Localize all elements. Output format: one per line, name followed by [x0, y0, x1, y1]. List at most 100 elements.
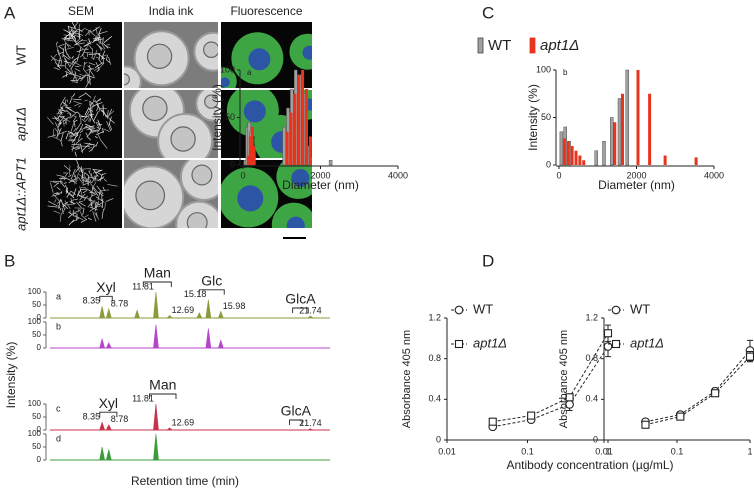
peak-label: 15.18 [184, 289, 207, 299]
fiber [95, 141, 99, 147]
subplot-label: b [563, 68, 568, 77]
fiber [95, 121, 100, 129]
bar [297, 74, 301, 165]
fiber [76, 48, 84, 53]
nucleus [221, 77, 230, 88]
bar [625, 69, 629, 166]
fiber [68, 25, 71, 37]
fiber [73, 127, 77, 132]
y-tick-label: 100 [28, 317, 42, 326]
fiber [57, 122, 62, 128]
fiber [76, 127, 82, 136]
fiber [50, 53, 58, 62]
x-tick-label: 0.1 [671, 446, 684, 456]
y-tick-label: 50 [32, 442, 41, 451]
marker [488, 417, 497, 426]
y-tick-label: 50 [32, 300, 41, 309]
fiber [52, 193, 61, 203]
peak-label: 12.69 [172, 305, 195, 315]
fiber [62, 119, 65, 127]
fiber [72, 134, 78, 143]
legend-label: apt1Δ [540, 37, 579, 54]
fiber [89, 113, 96, 124]
bracket [149, 393, 177, 399]
peak [196, 312, 203, 319]
fiber [101, 198, 104, 209]
y-axis-label: Absorbance 405 nm [401, 330, 413, 428]
fiber [84, 116, 90, 123]
fiber [60, 140, 63, 147]
fiber [79, 186, 83, 197]
fiber [106, 46, 111, 48]
fiber [78, 93, 86, 98]
fiber [86, 143, 92, 147]
peak [134, 309, 141, 319]
bar [574, 150, 578, 165]
nucleus [291, 169, 310, 187]
fiber [75, 65, 80, 68]
fiber [77, 134, 82, 141]
fiber [102, 109, 107, 118]
peak [307, 428, 314, 431]
fiber [106, 110, 115, 118]
fiber [58, 204, 62, 211]
bar [694, 157, 698, 165]
column-header: Fluorescence [230, 4, 302, 18]
fiber [96, 69, 100, 73]
bracket [99, 411, 118, 418]
fiber [97, 190, 101, 201]
fiber [97, 27, 102, 37]
peak-label: 21.74 [299, 305, 322, 315]
y-tick-label: 0 [546, 159, 551, 169]
fiber [92, 186, 99, 196]
fiber [84, 29, 92, 37]
micrograph [40, 90, 122, 158]
legend-label: apt1Δ [630, 335, 664, 350]
fiber [84, 99, 88, 102]
fiber [64, 46, 68, 56]
y-tick-label: 0 [37, 425, 42, 434]
fiber [76, 201, 82, 208]
fiber [70, 200, 75, 205]
fiber [83, 27, 89, 31]
fiber [70, 96, 73, 100]
trace-label: a [56, 291, 61, 301]
fiber [88, 62, 96, 66]
y-tick-label: 0 [230, 159, 235, 169]
fiber [78, 32, 80, 40]
nucleus [286, 216, 305, 228]
bar [617, 98, 622, 166]
fiber [56, 44, 60, 54]
y-tick-label: 0.4 [585, 394, 598, 404]
fiber [56, 111, 64, 115]
y-axis-label: Intensity (%) [526, 84, 540, 151]
micrograph [124, 160, 218, 228]
fiber [54, 127, 59, 133]
row-label: apt1Δ::APT1 [13, 157, 28, 231]
peak [153, 433, 159, 461]
peak [217, 310, 224, 319]
bar [570, 146, 574, 165]
fiber [84, 214, 89, 218]
fiber [80, 211, 83, 216]
fiber [53, 67, 60, 71]
trace-label: c [56, 403, 61, 413]
fiber [70, 35, 78, 45]
fiber [60, 111, 63, 116]
y-tick-label: 100 [28, 287, 42, 296]
fiber [53, 180, 64, 183]
panel-label: D [482, 251, 494, 270]
peak-label: 15.98 [223, 301, 246, 311]
fiber [104, 202, 106, 210]
fiber [84, 142, 95, 146]
fiber [83, 42, 91, 47]
fiber [72, 93, 76, 98]
fiber [58, 43, 65, 47]
fiber [62, 176, 65, 181]
fiber [102, 128, 104, 134]
fiber [56, 192, 63, 195]
y-axis-label: Intensity (%) [4, 342, 18, 409]
fiber [66, 109, 71, 115]
fiber [76, 147, 81, 150]
fiber [73, 81, 78, 83]
